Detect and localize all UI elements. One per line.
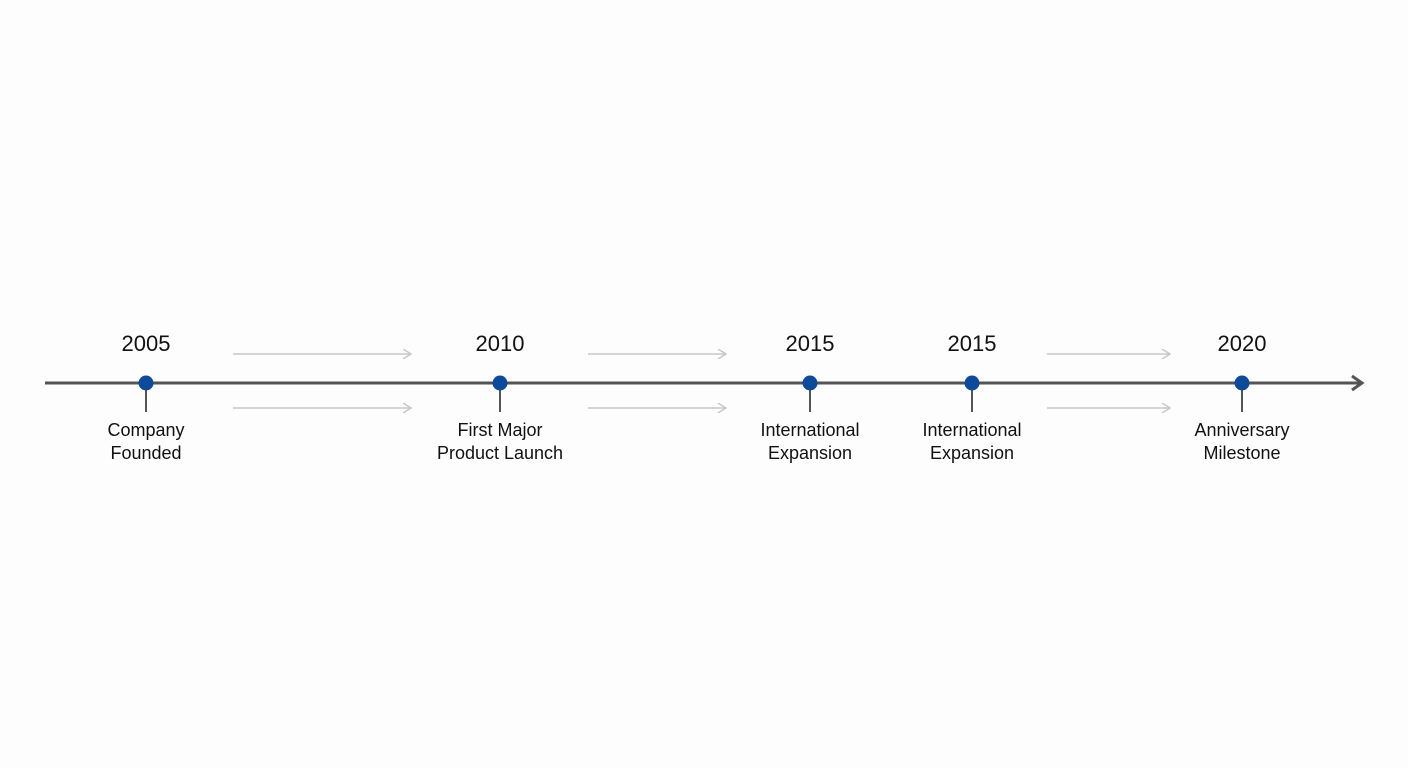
event-label: Expansion <box>930 443 1014 463</box>
event-dot <box>138 375 154 391</box>
event-year: 2015 <box>786 331 835 356</box>
event-label: International <box>922 420 1021 440</box>
event-dot <box>492 375 508 391</box>
event-label: First Major <box>458 420 543 440</box>
flow-arrows <box>233 354 1169 408</box>
event-label: Product Launch <box>437 443 563 463</box>
event-year: 2010 <box>476 331 525 356</box>
event-label: Expansion <box>768 443 852 463</box>
event-label: Anniversary <box>1194 420 1289 440</box>
event-label: Founded <box>110 443 181 463</box>
event-label: Milestone <box>1203 443 1280 463</box>
event-dot <box>964 375 980 391</box>
event-dot <box>802 375 818 391</box>
event-dot <box>1234 375 1250 391</box>
event-year: 2015 <box>948 331 997 356</box>
event-year: 2020 <box>1218 331 1267 356</box>
event-year: 2005 <box>122 331 171 356</box>
event-label: Company <box>107 420 184 440</box>
event-label: International <box>760 420 859 440</box>
